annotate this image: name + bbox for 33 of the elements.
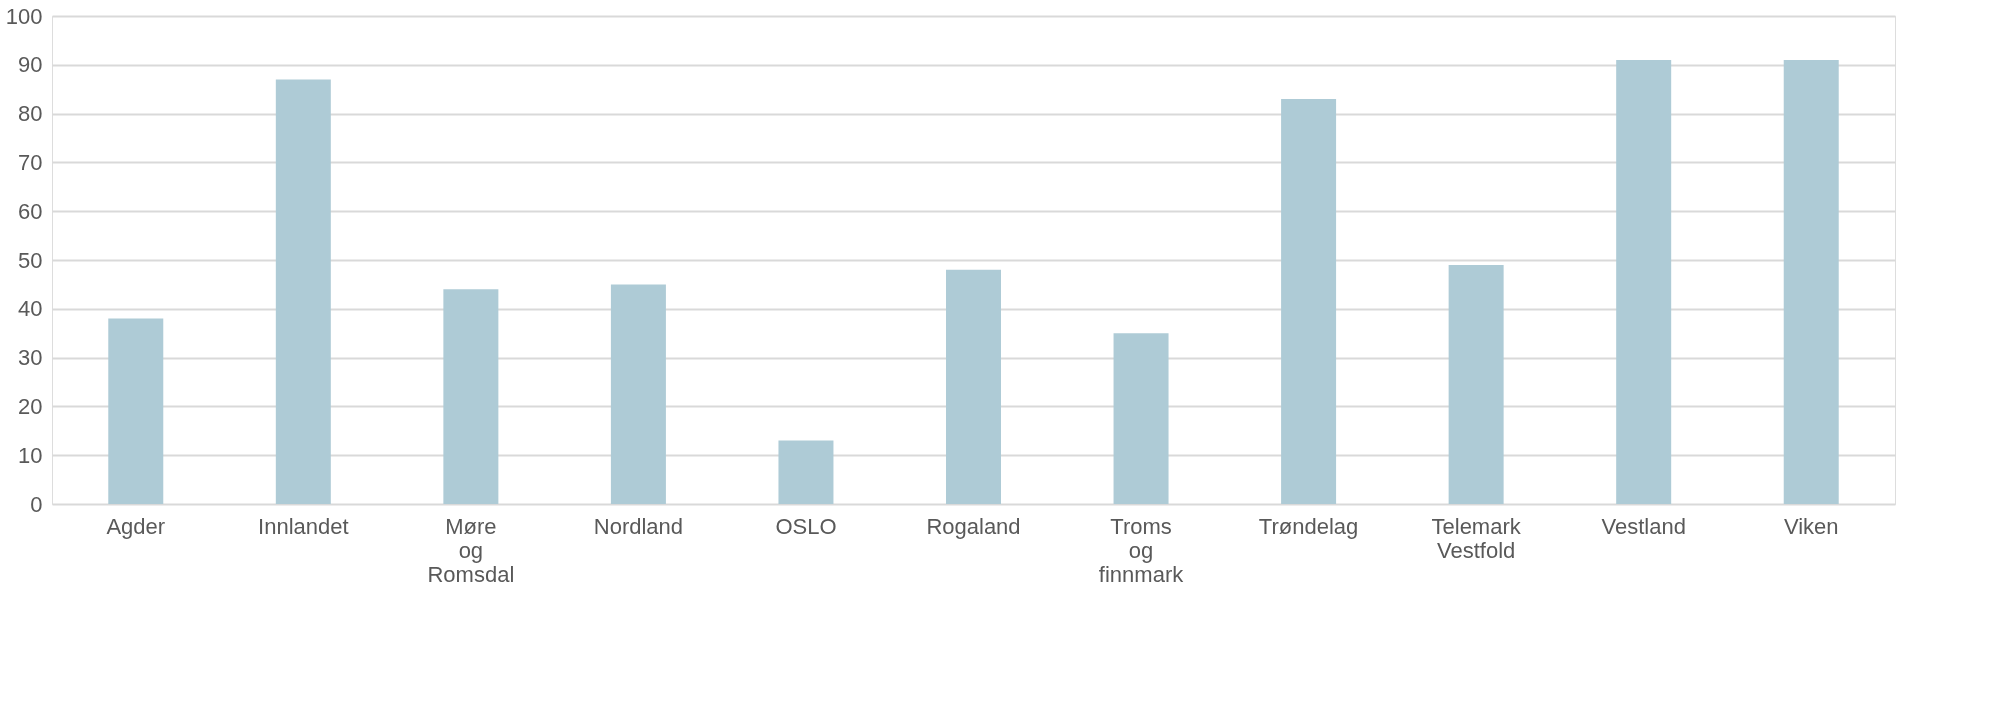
x-tick-label: Vestland [1601,513,1686,539]
x-tick-label: Agder [106,513,166,539]
bar [275,79,331,504]
y-tick-label: 20 [18,393,43,419]
y-tick-label: 70 [18,149,43,175]
y-tick-label: 30 [18,345,43,371]
y-tick-label: 50 [18,247,43,273]
bar [610,284,666,504]
x-tick-label: Møre og Romsdal [427,513,515,587]
y-tick-label: 80 [18,101,43,127]
bar [1448,264,1504,504]
bar [778,440,834,504]
x-tick-label: OSLO [775,513,837,539]
bar [1281,98,1337,504]
x-tick-label: Viken [1783,513,1839,539]
y-tick-label: 40 [18,296,43,322]
x-tick-label: Troms og finnmark [1098,513,1185,587]
bar [443,289,499,504]
y-tick-label: 100 [5,3,43,29]
bar [108,318,164,504]
x-tick-label: Trøndelag [1258,513,1359,539]
bar [1783,59,1839,504]
bar [1616,59,1672,504]
x-tick-label: Rogaland [926,513,1021,539]
y-tick-label: 0 [30,491,43,517]
y-tick-label: 10 [18,442,43,468]
bar [1113,333,1169,504]
x-tick-label: Nordland [593,513,684,539]
y-tick-label: 60 [18,198,43,224]
x-tick-label: Telemark Vestfold [1431,513,1522,563]
bar [946,269,1001,504]
x-tick-label: Innlandet [258,513,349,539]
y-tick-label: 90 [18,52,43,78]
